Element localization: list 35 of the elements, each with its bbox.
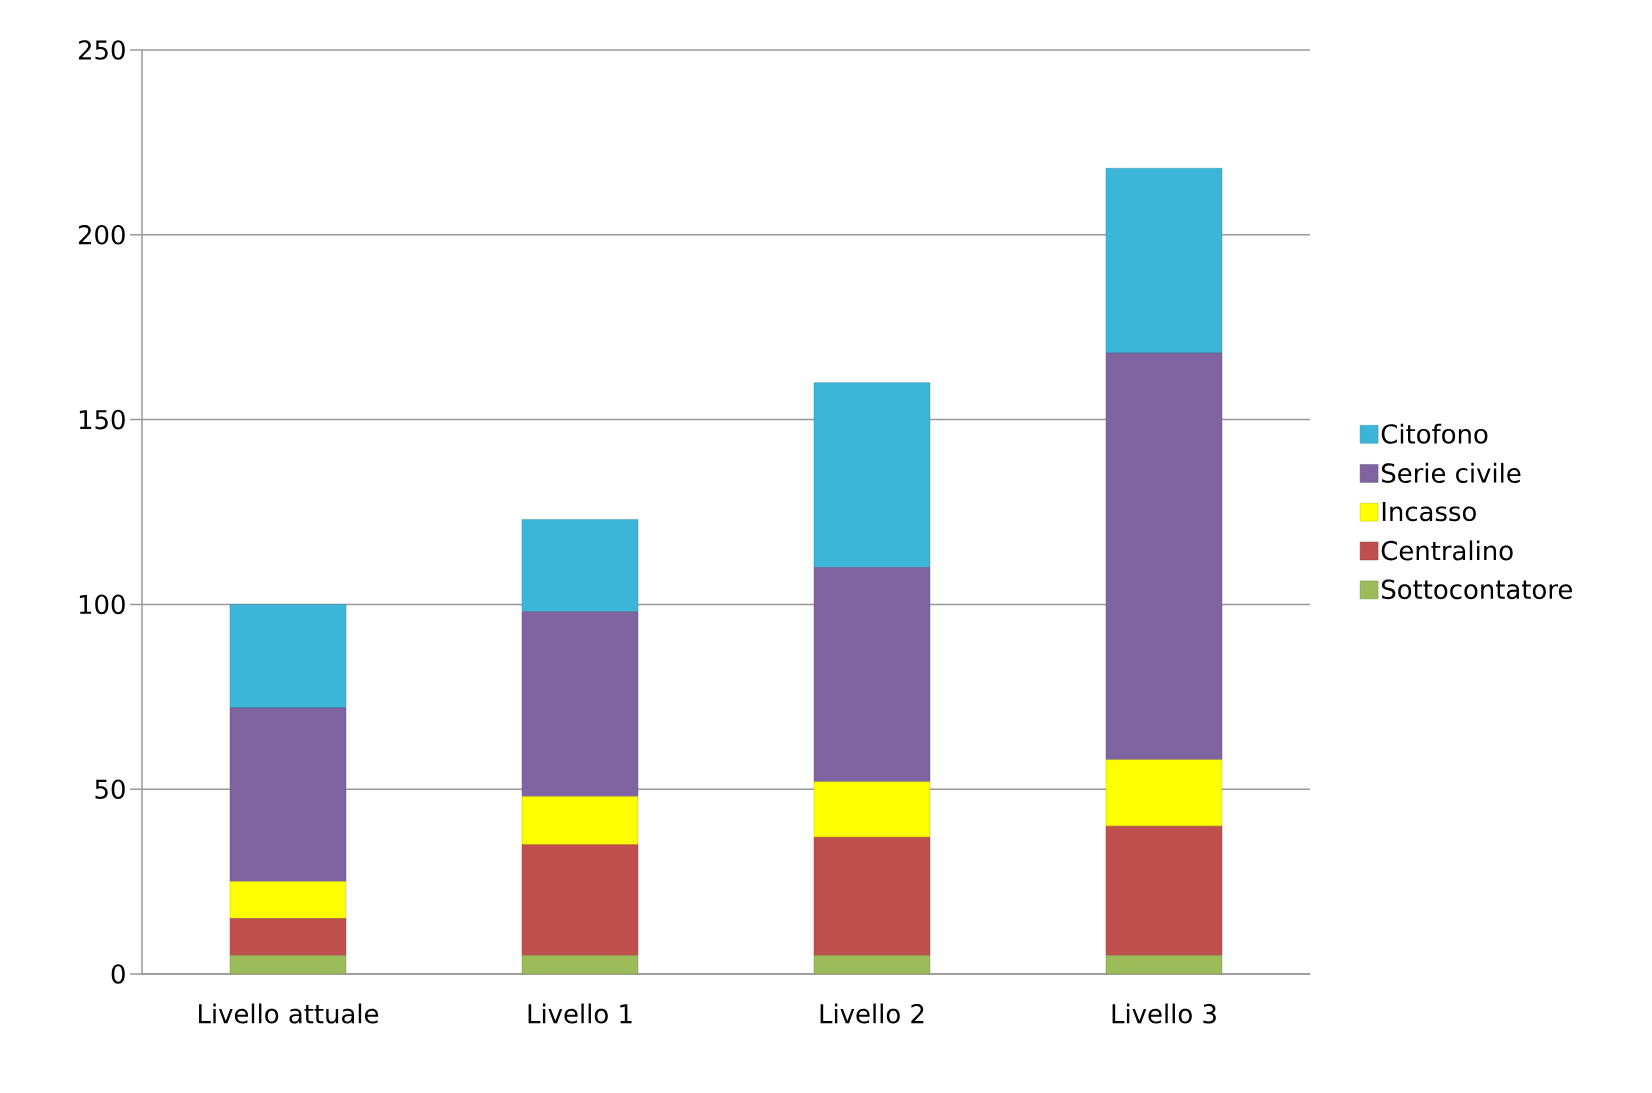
x-tick-label: Livello 2	[820, 1003, 924, 1024]
y-tick-label: 250	[78, 40, 125, 60]
y-tick-label: 100	[79, 594, 125, 615]
bar	[229, 604, 347, 709]
legend-label: Incasso	[1382, 502, 1476, 522]
x-tick-label: Livello attuale	[199, 1003, 379, 1024]
x-tick-label: Livello 1	[528, 1003, 632, 1024]
bar	[813, 955, 931, 974]
bar	[813, 382, 931, 568]
bar	[521, 955, 639, 974]
y-tick-label: 150	[79, 409, 125, 430]
bar	[229, 918, 347, 956]
y-tick-label: 0	[111, 964, 125, 984]
legend-label: Citofono	[1381, 423, 1488, 444]
x-tick-label: Livello 3	[1112, 1003, 1216, 1024]
bar	[521, 796, 639, 845]
bar	[813, 567, 931, 782]
y-tick-label: 50	[95, 779, 125, 799]
bar	[229, 955, 347, 974]
bar	[1105, 352, 1223, 760]
bar	[229, 707, 347, 882]
bar	[1105, 759, 1223, 827]
bar	[521, 519, 639, 612]
legend-label: Serie civile	[1381, 462, 1521, 483]
bar	[813, 837, 931, 956]
bar	[229, 881, 347, 919]
y-tick-label: 200	[78, 224, 125, 245]
bar	[521, 844, 639, 956]
legend-label: Centralino	[1381, 540, 1513, 561]
bar	[1105, 955, 1223, 974]
legend-label: Sottocontatore	[1381, 579, 1572, 600]
bar	[1105, 168, 1223, 354]
bar	[521, 611, 639, 797]
bar	[813, 781, 931, 838]
bar	[1105, 825, 1223, 956]
